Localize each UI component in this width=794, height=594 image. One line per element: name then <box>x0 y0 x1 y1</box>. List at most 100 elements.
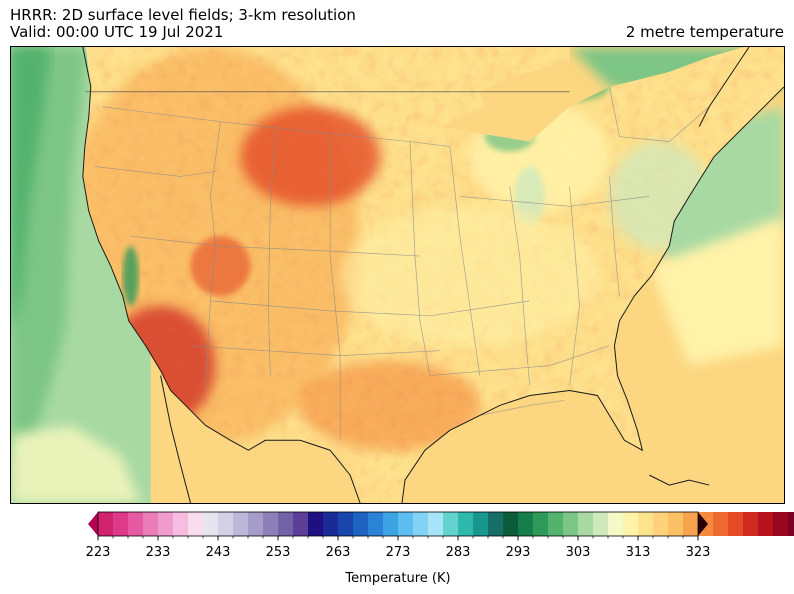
pacific-south-warm <box>11 425 141 503</box>
northern-nevada-line <box>130 235 420 257</box>
lake-michigan-cool <box>514 166 545 227</box>
colorbar-swatch <box>773 512 789 536</box>
pacific-coldest-band <box>11 47 51 336</box>
colorbar-swatch <box>668 512 684 536</box>
colorbar-swatch <box>533 512 549 536</box>
colorbar-label: Temperature (K) <box>344 571 450 586</box>
colorbar-swatch <box>338 512 354 536</box>
colorbar-tick-label: 263 <box>326 545 351 560</box>
colorbar-tick-label: 273 <box>386 545 411 560</box>
colorbar-swatch <box>623 512 639 536</box>
colorbar-tick-label: 293 <box>506 545 531 560</box>
northern-border-states-line <box>102 106 450 147</box>
colorbar-swatch <box>638 512 654 536</box>
colorbar-swatch <box>293 512 309 536</box>
coastlines <box>82 47 784 503</box>
colorbar-swatch <box>308 512 324 536</box>
colorbar-swatch <box>578 512 594 536</box>
colorbar-swatch <box>653 512 669 536</box>
colorbar-swatch <box>428 512 444 536</box>
colorbar-tick-label: 323 <box>686 545 711 560</box>
colorbar-swatch <box>548 512 564 536</box>
colorbar-swatch <box>128 512 144 536</box>
colorbar-outline <box>97 511 699 537</box>
colorbar-swatch <box>563 512 579 536</box>
colorbar-swatch <box>353 512 369 536</box>
colorbar-extend-min-arrow <box>88 512 98 536</box>
wisconsin-illinois-column <box>509 186 531 386</box>
cuba-coast <box>649 474 710 486</box>
colorbar-swatch <box>158 512 174 536</box>
colorbar-swatch <box>248 512 264 536</box>
colorbar-ticks: 223 233 243 253 263 273 283 293 303 313 323 <box>86 536 711 560</box>
sierra-nevada-cool <box>122 246 139 306</box>
minnesota-iowa-column <box>449 146 481 376</box>
colorbar-swatch <box>218 512 234 536</box>
colorbar-swatch <box>173 512 189 536</box>
colorbar-swatch <box>263 512 279 536</box>
map-title: HRRR: 2D surface level fields; 3-km reso… <box>10 7 356 41</box>
colorbar-tick-label: 233 <box>146 545 171 560</box>
colorbar-swatch <box>713 512 729 536</box>
field-name: 2 metre temperature <box>625 23 784 41</box>
colorbar-tick-label: 283 <box>446 545 471 560</box>
colorbar-swatch <box>503 512 519 536</box>
utah-arizona-column <box>267 126 276 376</box>
colorbar-tick-label: 223 <box>86 545 111 560</box>
colorbar-swatch <box>98 512 114 536</box>
colorbar-swatch <box>398 512 414 536</box>
colorbar-swatch <box>743 512 759 536</box>
west-coast-and-border <box>82 86 361 503</box>
midwest-mild-region <box>340 206 600 346</box>
gulf-and-east-coast <box>401 86 784 503</box>
colorbar-swatch <box>458 512 474 536</box>
colorbar-swatch <box>113 512 129 536</box>
colorbar-swatch <box>728 512 744 536</box>
louisiana-line <box>479 400 565 416</box>
title-valid-time: Valid: 00:00 UTC 19 Jul 2021 <box>10 23 224 41</box>
colorbar-swatch <box>608 512 624 536</box>
colorbar-swatch <box>203 512 219 536</box>
wyoming-colorado-column <box>329 136 341 441</box>
temperature-map <box>11 47 784 503</box>
atlantic-mid <box>649 216 784 366</box>
colorbar-swatch <box>683 512 699 536</box>
colorbar-tick-label: 243 <box>206 545 231 560</box>
colorbar-tick-label: 253 <box>266 545 291 560</box>
colorbar-extend-max-arrow <box>698 512 708 536</box>
colorbar-swatch <box>443 512 459 536</box>
oklahoma-arkansas-line <box>429 345 610 376</box>
colorbar-swatches <box>98 512 794 536</box>
title-model-line: HRRR: 2D surface level fields; 3-km reso… <box>10 6 356 24</box>
colorbar-swatch <box>788 512 794 536</box>
colorado-line <box>210 300 530 317</box>
colorbar-tick-label: 303 <box>566 545 591 560</box>
baja-coast <box>160 375 192 503</box>
indiana-column <box>569 186 580 386</box>
oregon-washington-line <box>94 166 216 177</box>
pacific-northwest-coast <box>82 47 92 87</box>
colorbar-swatch <box>413 512 429 536</box>
canada-maritime-coast <box>698 47 750 127</box>
dakotas-column <box>409 141 431 376</box>
colorbar-swatch <box>188 512 204 536</box>
new-england-line <box>609 86 710 142</box>
map-panel <box>10 46 785 504</box>
colorbar-swatch <box>383 512 399 536</box>
colorbar-swatch <box>278 512 294 536</box>
colorbar-swatch <box>758 512 774 536</box>
idaho-nevada-column <box>205 121 221 386</box>
colorbar-swatch <box>698 512 714 536</box>
colorbar-tick-label: 313 <box>626 545 651 560</box>
iowa-illinois-line <box>459 195 650 207</box>
colorbar-swatch <box>143 512 159 536</box>
colorbar-swatch <box>488 512 504 536</box>
colorbar-swatch <box>323 512 339 536</box>
state-boundaries <box>94 86 710 441</box>
colorbar-swatch <box>368 512 384 536</box>
colorbar-swatch <box>233 512 249 536</box>
colorbar-swatch <box>473 512 489 536</box>
colorbar-swatch <box>518 512 534 536</box>
ohio-column <box>609 176 620 296</box>
colorbar-swatch <box>593 512 609 536</box>
